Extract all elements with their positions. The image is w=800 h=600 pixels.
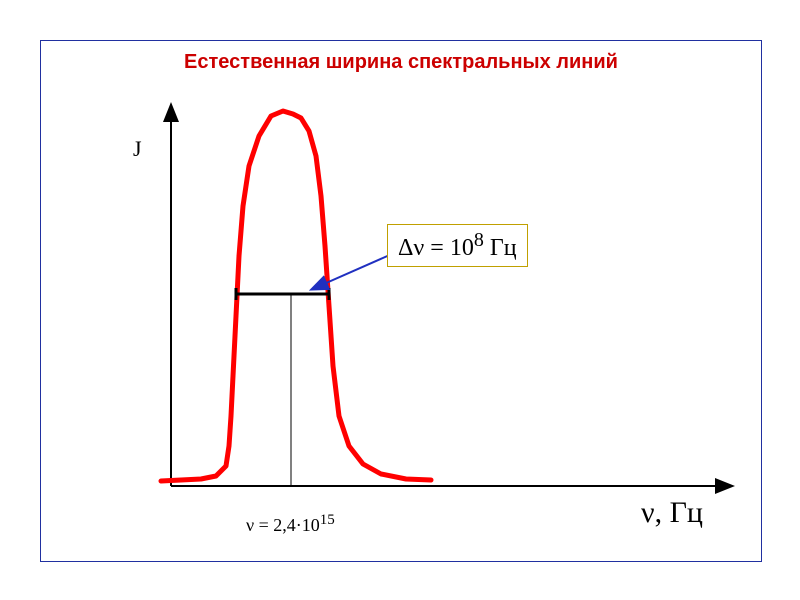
chart-frame: Естественная ширина спектральных линий bbox=[40, 40, 762, 562]
spectral-curve bbox=[161, 111, 431, 481]
plot-svg bbox=[111, 96, 751, 516]
title-text: Естественная ширина спектральных линий bbox=[184, 51, 618, 73]
delta-nu-formula-box: Δν = 108 Гц bbox=[387, 224, 528, 267]
y-axis-label: J bbox=[133, 136, 142, 162]
chart-title: Естественная ширина спектральных линий bbox=[41, 51, 761, 74]
plot-area: J ν, Гц ν = 2,4·1015 Δν = 108 Гц bbox=[111, 96, 751, 516]
x-axis-label: ν, Гц bbox=[641, 496, 703, 530]
x-axis-tick-label: ν = 2,4·1015 bbox=[246, 512, 335, 536]
